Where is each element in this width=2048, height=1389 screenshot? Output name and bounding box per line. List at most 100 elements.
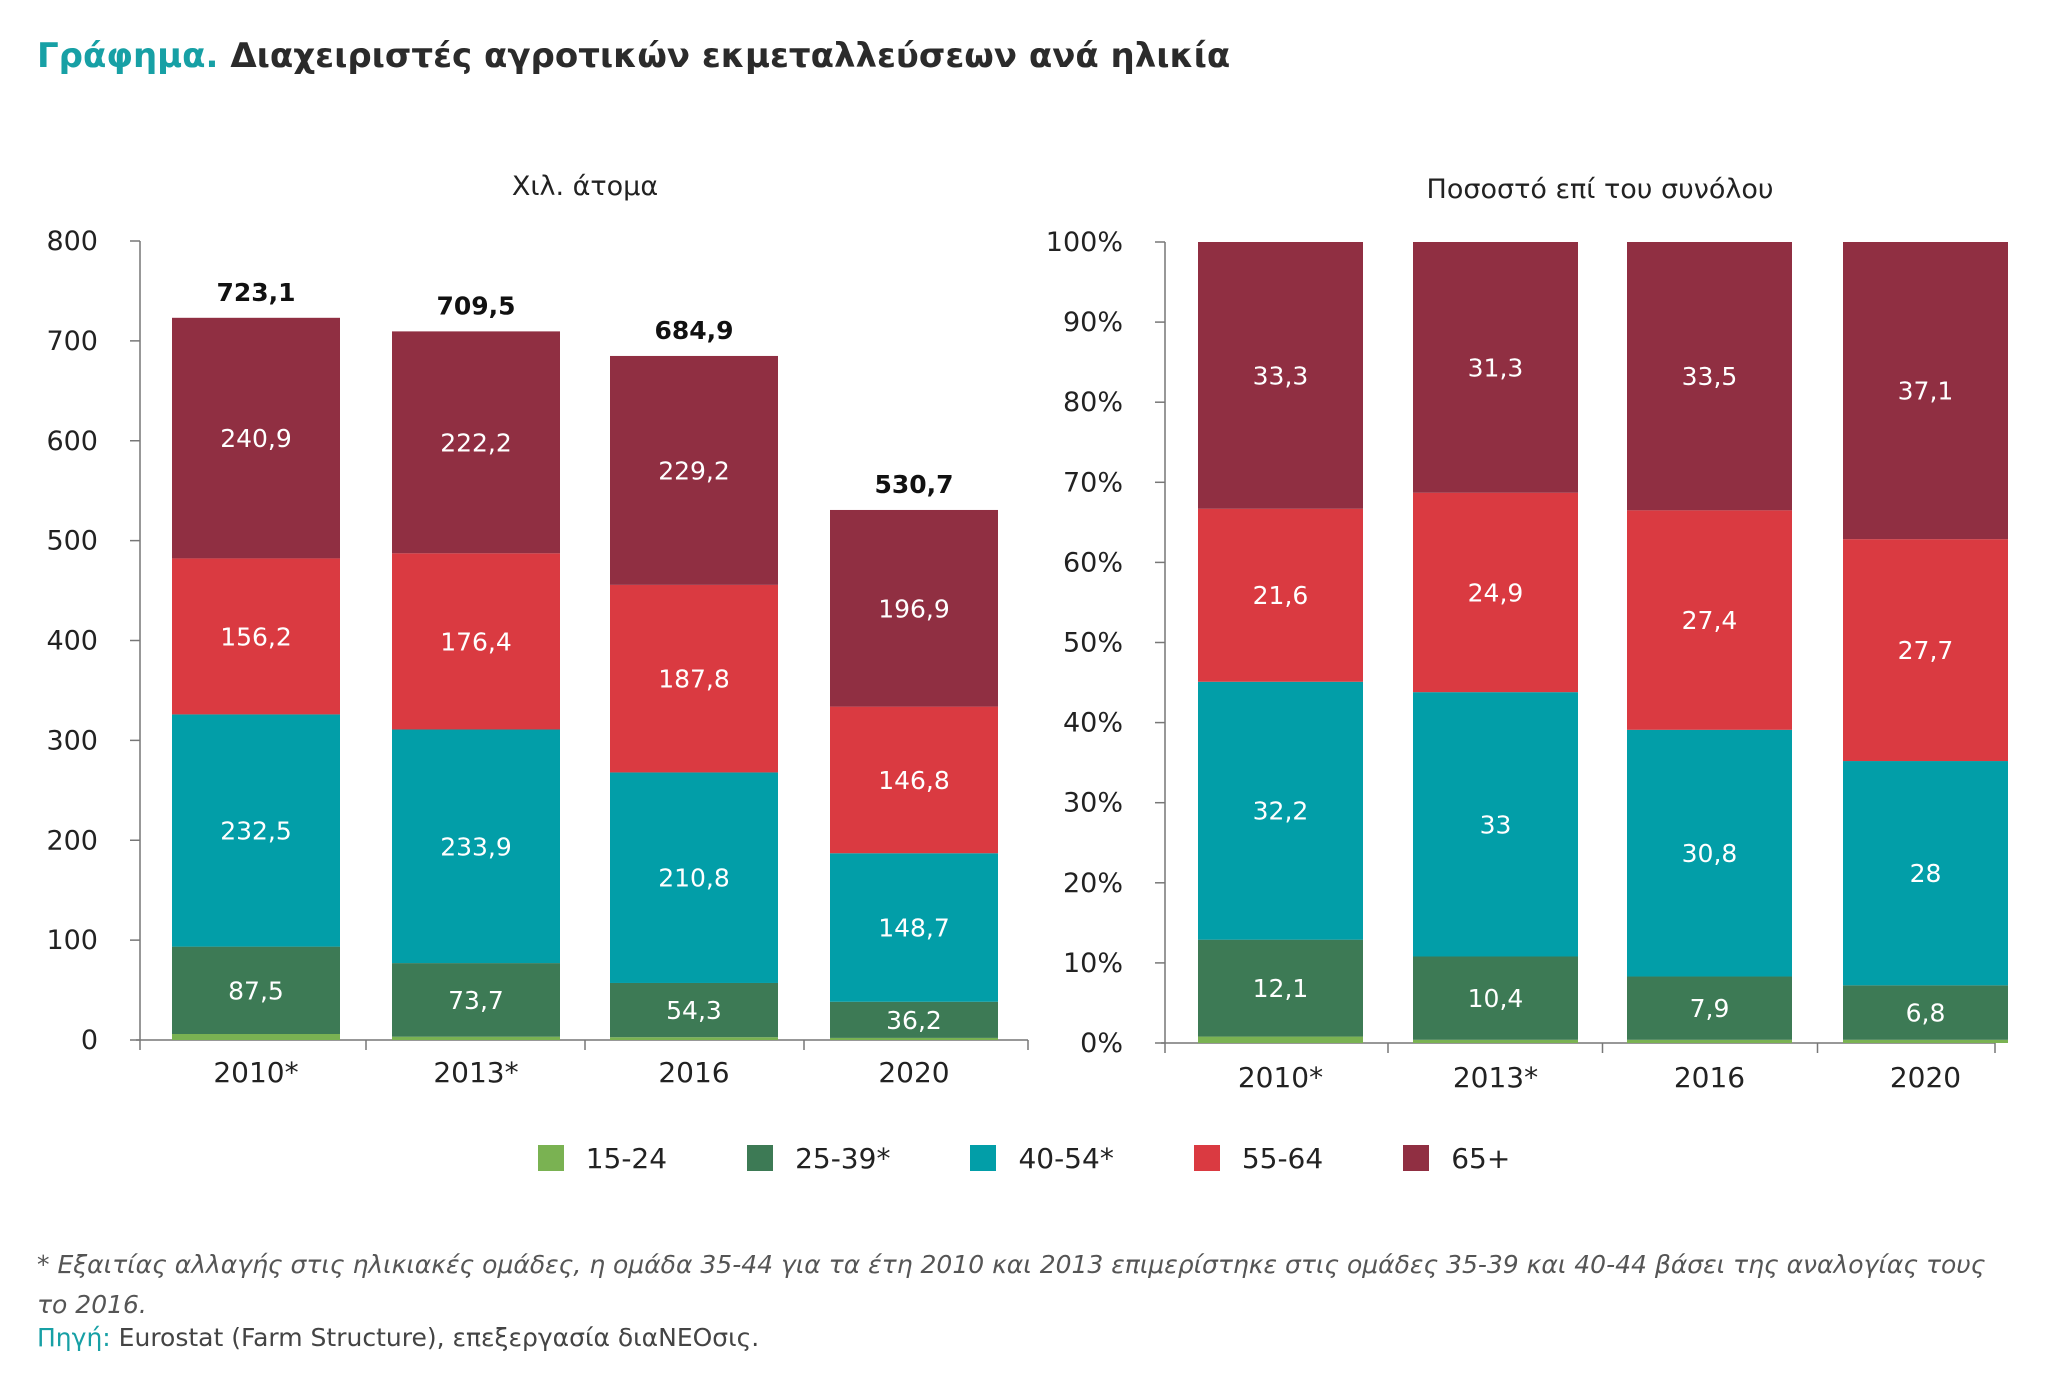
y-tick-label: 40%: [1063, 708, 1123, 739]
bar-segment: [172, 714, 340, 947]
data-label: 6,8: [1906, 999, 1946, 1028]
bar-segment: [1627, 1039, 1792, 1043]
bar-segment: [172, 558, 340, 715]
legend-label: 65+: [1451, 1141, 1511, 1175]
data-label: 12,1: [1253, 974, 1309, 1003]
bar-segment: [1627, 242, 1792, 511]
total-label: 723,1: [216, 278, 295, 307]
data-label: 222,2: [440, 428, 512, 457]
x-category-label: 2010*: [1238, 1061, 1323, 1094]
total-label: 684,9: [654, 316, 733, 345]
bar-segment: [1843, 985, 2008, 1040]
data-label: 33,5: [1682, 362, 1738, 391]
x-category-label: 2020: [1890, 1061, 1961, 1094]
y-tick-label: 20%: [1063, 868, 1123, 899]
legend-swatch: [1193, 1145, 1220, 1171]
data-label: 7,9: [1690, 994, 1730, 1023]
data-label: 156,2: [220, 622, 292, 651]
bar-segment: [172, 1034, 340, 1040]
bar-segment: [1843, 1039, 2008, 1043]
bar-segment: [610, 1037, 778, 1040]
bar-segment: [392, 963, 560, 1037]
bar-segment: [172, 317, 340, 559]
y-tick-label: 100%: [1046, 227, 1123, 258]
y-tick-label: 90%: [1063, 307, 1123, 338]
bar-segment: [1198, 508, 1363, 682]
data-label: 27,7: [1898, 636, 1954, 665]
legend-item-25-39: 25-39*: [747, 1142, 890, 1175]
bar-segment: [830, 1037, 998, 1040]
bar-segment: [1198, 939, 1363, 1037]
bar-segment: [1627, 510, 1792, 730]
data-label: 146,8: [878, 766, 950, 795]
legend-item-55-64: 55-64: [1193, 1142, 1323, 1175]
y-tick-label: 80%: [1063, 387, 1123, 418]
data-label: 240,9: [220, 424, 292, 453]
y-tick-label: 70%: [1063, 467, 1123, 498]
footnote: * Εξαιτίας αλλαγής στις ηλικιακές ομάδες…: [37, 1250, 1986, 1319]
y-tick-label: 200: [46, 825, 98, 856]
bar-segment: [1198, 681, 1363, 940]
bar-segment: [172, 946, 340, 1035]
data-label: 73,7: [448, 986, 504, 1015]
bar-segment: [1843, 539, 2008, 762]
bar-segment: [1413, 1039, 1578, 1043]
y-tick-label: 300: [46, 725, 98, 756]
data-label: 54,3: [666, 996, 722, 1025]
y-tick-label: 100: [46, 925, 98, 956]
x-category-label: 2016: [658, 1056, 729, 1089]
data-label: 36,2: [886, 1006, 942, 1035]
x-category-label: 2020: [878, 1056, 949, 1089]
bar-segment: [392, 553, 560, 730]
data-label: 37,1: [1898, 377, 1954, 406]
y-tick-label: 60%: [1063, 547, 1123, 578]
data-label: 187,8: [658, 665, 730, 694]
data-label: 87,5: [228, 976, 284, 1005]
data-label: 148,7: [878, 913, 950, 942]
data-label: 31,3: [1468, 353, 1524, 382]
bar-segment: [1413, 956, 1578, 1040]
y-tick-label: 50%: [1063, 628, 1123, 659]
data-label: 233,9: [440, 832, 512, 861]
data-label: 176,4: [440, 627, 512, 656]
bar-segment: [392, 331, 560, 554]
bar-segment: [610, 772, 778, 983]
legend-swatch: [747, 1145, 774, 1171]
bar-segment: [1413, 692, 1578, 957]
bar-segment: [1627, 729, 1792, 977]
y-tick-label: 0%: [1080, 1028, 1123, 1059]
bar-segment: [1413, 492, 1578, 693]
legend-item-15-24: 15-24: [537, 1141, 668, 1175]
x-category-label: 2010*: [213, 1056, 298, 1089]
source-note: Πηγή: Eurostat (Farm Structure), επεξεργ…: [37, 1323, 759, 1352]
bar-segment: [1843, 761, 2008, 986]
legend-item-40-54: 40-54*: [970, 1141, 1114, 1175]
source-text: Eurostat (Farm Structure), επεξεργασία δ…: [118, 1323, 760, 1352]
y-tick-label: 30%: [1063, 788, 1123, 819]
y-tick-label: 0: [81, 1025, 98, 1056]
data-label: 229,2: [658, 456, 730, 485]
title-text: Διαχειριστές αγροτικών εκμεταλλεύσεων αν…: [230, 36, 1231, 76]
y-tick-label: 800: [46, 226, 98, 257]
y-tick-label: 700: [46, 326, 98, 357]
legend-label: 25-39*: [795, 1141, 891, 1175]
bar-segment: [1843, 242, 2008, 540]
y-tick-label: 10%: [1063, 948, 1123, 979]
legend-label: 40-54*: [1018, 1141, 1114, 1175]
bar-segment: [830, 509, 998, 707]
legend-label: 15-24: [585, 1141, 668, 1175]
legend-item-65-plus: 65+: [1403, 1142, 1510, 1175]
x-category-label: 2013*: [1453, 1061, 1538, 1094]
x-category-label: 2016: [1674, 1061, 1745, 1094]
legend-swatch: [1403, 1145, 1430, 1171]
bar-segment: [830, 706, 998, 854]
bar-segment: [610, 584, 778, 773]
data-label: 28: [1910, 859, 1942, 888]
data-label: 10,4: [1468, 984, 1524, 1013]
bar-segment: [1198, 1036, 1363, 1043]
data-label: 196,9: [878, 594, 950, 623]
data-label: 33,3: [1253, 361, 1309, 390]
chart-title: Ποσοστό επί του συνόλου: [1427, 174, 1774, 205]
bar-segment: [1627, 976, 1792, 1040]
total-label: 530,7: [874, 470, 953, 499]
